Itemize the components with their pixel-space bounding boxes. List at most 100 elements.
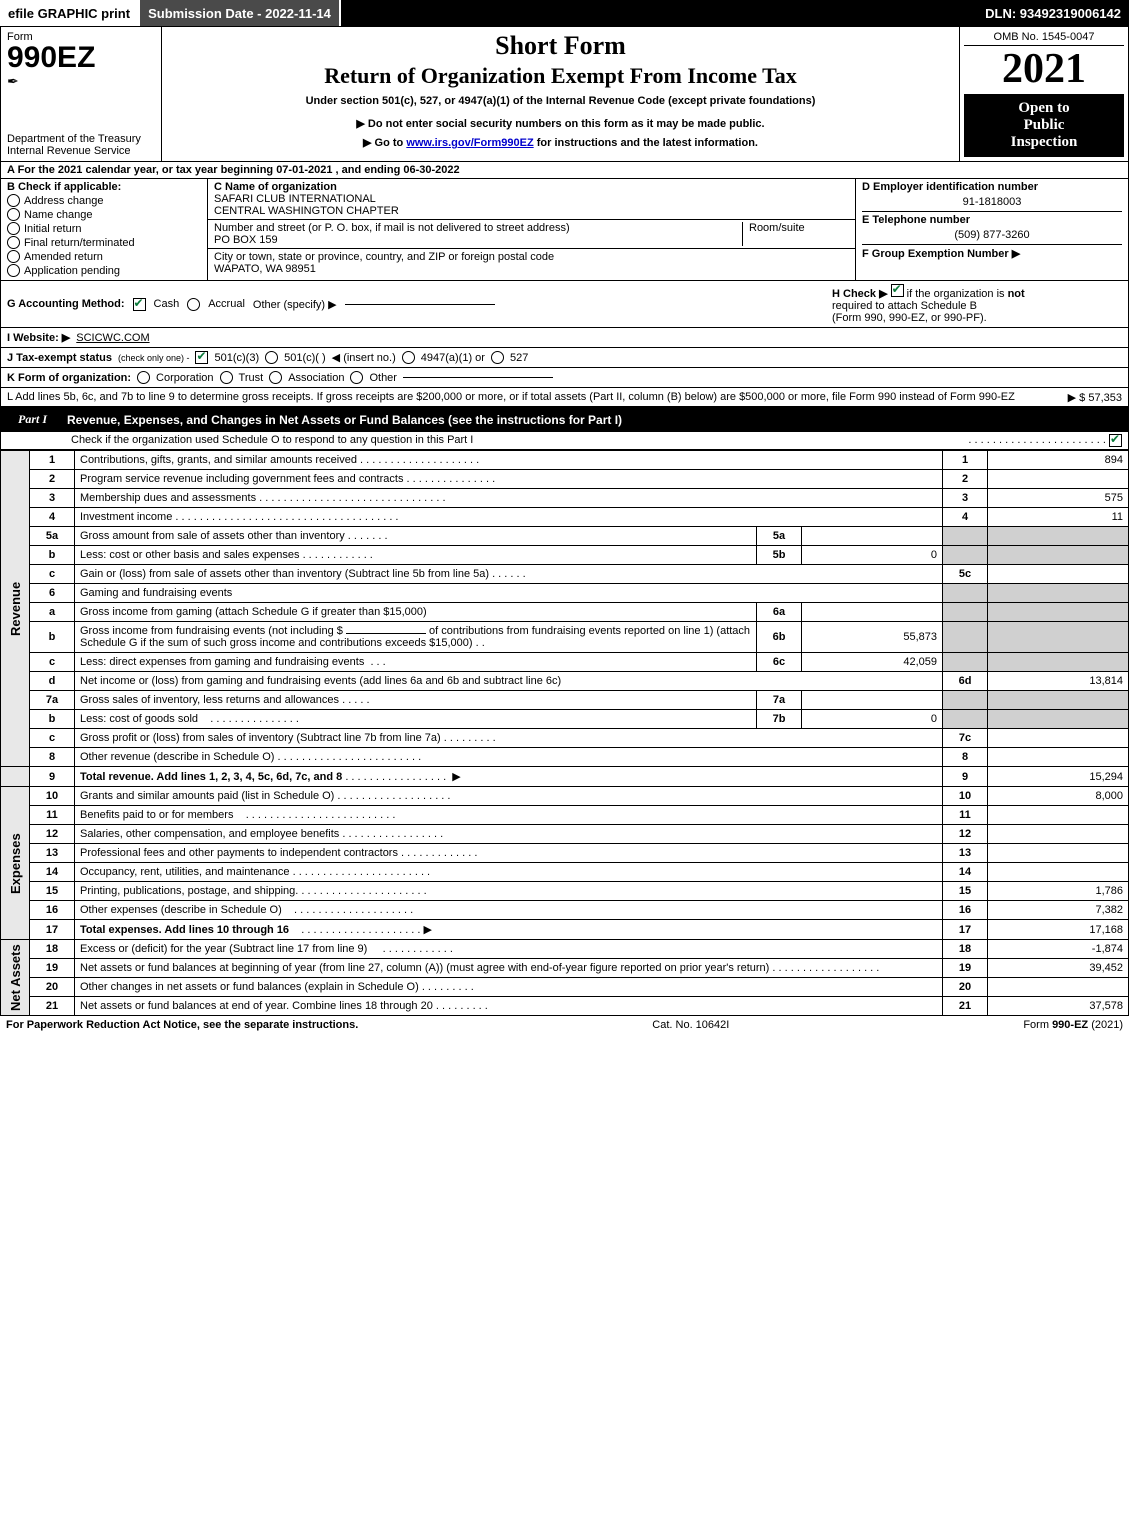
- checkbox-icon: [7, 264, 20, 277]
- line-ref-shaded: [943, 603, 988, 622]
- room-suite-label: Room/suite: [742, 222, 849, 246]
- inner-ref: 6a: [757, 603, 802, 622]
- subtitle-section: Under section 501(c), 527, or 4947(a)(1)…: [170, 95, 951, 107]
- chk-corporation[interactable]: [137, 371, 150, 384]
- checkbox-icon: [7, 250, 20, 263]
- chk-amended-return[interactable]: Amended return: [7, 250, 201, 263]
- contrib-input[interactable]: [346, 633, 426, 634]
- line-ref-shaded: [943, 710, 988, 729]
- table-row: Expenses 10 Grants and similar amounts p…: [1, 787, 1129, 806]
- g-label: G Accounting Method:: [7, 298, 125, 310]
- chk-4947[interactable]: [402, 351, 415, 364]
- note-url: ▶ Go to www.irs.gov/Form990EZ for instru…: [170, 136, 951, 149]
- table-row: 11 Benefits paid to or for members . . .…: [1, 806, 1129, 825]
- chk-label: Address change: [24, 195, 104, 207]
- efile-print-button[interactable]: efile GRAPHIC print: [0, 0, 140, 26]
- line-amount: [988, 565, 1129, 584]
- chk-527[interactable]: [491, 351, 504, 364]
- table-row: Net Assets 18 Excess or (deficit) for th…: [1, 940, 1129, 959]
- section-h: H Check ▶ if the organization is not req…: [832, 284, 1122, 324]
- l-text: L Add lines 5b, 6c, and 7b to line 9 to …: [7, 391, 1015, 403]
- line-ref: 11: [943, 806, 988, 825]
- inner-amount: [802, 691, 943, 710]
- line-amount-shaded: [988, 622, 1129, 653]
- table-row: 21 Net assets or fund balances at end of…: [1, 997, 1129, 1016]
- line-num: 15: [30, 882, 75, 901]
- chk-accrual[interactable]: [187, 298, 200, 311]
- line-text: Occupancy, rent, utilities, and maintena…: [75, 863, 943, 882]
- table-row: c Less: direct expenses from gaming and …: [1, 653, 1129, 672]
- website-value[interactable]: SCICWC.COM: [76, 332, 149, 344]
- line-text: Total revenue. Add lines 1, 2, 3, 4, 5c,…: [75, 767, 943, 787]
- checkbox-icon: [7, 222, 20, 235]
- line-amount-shaded: [988, 653, 1129, 672]
- line-ref: 17: [943, 920, 988, 940]
- chk-schedule-b[interactable]: [891, 284, 904, 297]
- other-input[interactable]: [345, 304, 495, 305]
- chk-address-change[interactable]: Address change: [7, 194, 201, 207]
- revenue-tab: Revenue: [1, 451, 30, 767]
- line-ref-shaded: [943, 691, 988, 710]
- chk-501c3[interactable]: [195, 351, 208, 364]
- chk-name-change[interactable]: Name change: [7, 208, 201, 221]
- table-row: d Net income or (loss) from gaming and f…: [1, 672, 1129, 691]
- chk-schedule-o[interactable]: [1109, 434, 1122, 447]
- line-amount-shaded: [988, 710, 1129, 729]
- line-text: Less: direct expenses from gaming and fu…: [75, 653, 757, 672]
- chk-application-pending[interactable]: Application pending: [7, 264, 201, 277]
- inner-amount: 0: [802, 546, 943, 565]
- row-k: K Form of organization: Corporation Trus…: [0, 368, 1129, 388]
- footer-left: For Paperwork Reduction Act Notice, see …: [6, 1019, 358, 1031]
- line-amount-shaded: [988, 584, 1129, 603]
- omb-number: OMB No. 1545-0047: [964, 31, 1124, 46]
- line-text: Gross amount from sale of assets other t…: [75, 527, 757, 546]
- form-header: Form 990EZ ✒ Department of the Treasury …: [0, 26, 1129, 162]
- city-label: City or town, state or province, country…: [214, 251, 554, 263]
- line-num: c: [30, 729, 75, 748]
- c-label: C Name of organization: [214, 181, 337, 193]
- chk-label: Name change: [24, 209, 93, 221]
- row-j: J Tax-exempt status (check only one) - 5…: [0, 348, 1129, 368]
- k-label: K Form of organization:: [7, 372, 131, 384]
- line-num: 10: [30, 787, 75, 806]
- line-text: Grants and similar amounts paid (list in…: [75, 787, 943, 806]
- chk-cash[interactable]: [133, 298, 146, 311]
- opt-trust: Trust: [239, 372, 264, 384]
- inner-ref: 7b: [757, 710, 802, 729]
- chk-initial-return[interactable]: Initial return: [7, 222, 201, 235]
- line-text: Total expenses. Add lines 10 through 16 …: [75, 920, 943, 940]
- table-row: 13 Professional fees and other payments …: [1, 844, 1129, 863]
- line-amount: [988, 729, 1129, 748]
- chk-other-org[interactable]: [350, 371, 363, 384]
- line-text: Gross sales of inventory, less returns a…: [75, 691, 757, 710]
- chk-final-return[interactable]: Final return/terminated: [7, 236, 201, 249]
- line-amount: [988, 978, 1129, 997]
- table-row: 3 Membership dues and assessments . . . …: [1, 489, 1129, 508]
- inner-amount: [802, 527, 943, 546]
- other-org-input[interactable]: [403, 377, 553, 378]
- line-ref: 4: [943, 508, 988, 527]
- inner-ref: 6c: [757, 653, 802, 672]
- sections-bcd: B Check if applicable: Address change Na…: [0, 179, 1129, 281]
- chk-association[interactable]: [269, 371, 282, 384]
- d-label: D Employer identification number: [862, 181, 1122, 193]
- phone-value: (509) 877-3260: [862, 229, 1122, 241]
- chk-label: Initial return: [24, 223, 81, 235]
- line-ref-shaded: [943, 546, 988, 565]
- line-num: 6: [30, 584, 75, 603]
- chk-label: Application pending: [24, 265, 120, 277]
- line-amount-shaded: [988, 527, 1129, 546]
- line-num: 8: [30, 748, 75, 767]
- line-text: Gross profit or (loss) from sales of inv…: [75, 729, 943, 748]
- chk-trust[interactable]: [220, 371, 233, 384]
- line-text: Other expenses (describe in Schedule O) …: [75, 901, 943, 920]
- f-label: F Group Exemption Number ▶: [862, 244, 1122, 260]
- chk-501c[interactable]: [265, 351, 278, 364]
- table-row: 9 Total revenue. Add lines 1, 2, 3, 4, 5…: [1, 767, 1129, 787]
- table-row: b Less: cost or other basis and sales ex…: [1, 546, 1129, 565]
- section-c: C Name of organization SAFARI CLUB INTER…: [208, 179, 855, 280]
- line-num: b: [30, 622, 75, 653]
- line-amount: 8,000: [988, 787, 1129, 806]
- line-text: Gross income from gaming (attach Schedul…: [75, 603, 757, 622]
- irs-link[interactable]: www.irs.gov/Form990EZ: [406, 137, 533, 149]
